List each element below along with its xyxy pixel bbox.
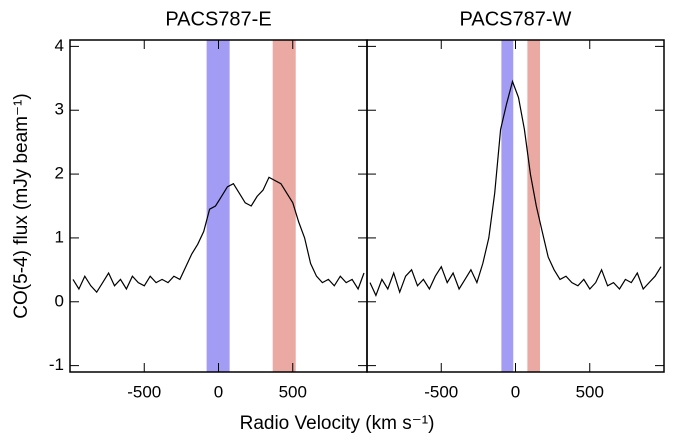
x-axis-label: Radio Velocity (km s⁻¹) (240, 413, 435, 434)
x-tick-label: 500 (576, 382, 604, 401)
panel-title: PACS787-E (165, 8, 271, 30)
y-tick-label: -1 (49, 355, 64, 374)
spectrum-line (72, 176, 365, 294)
y-tick-label: 4 (55, 36, 64, 55)
y-tick-label: 3 (55, 100, 64, 119)
x-tick-label: 500 (279, 382, 307, 401)
spectrum-line (369, 79, 662, 297)
velocity-band (527, 40, 541, 372)
x-tick-label: -500 (127, 382, 161, 401)
y-tick-label: 0 (55, 291, 64, 310)
y-tick-label: 2 (55, 164, 64, 183)
x-tick-label: -500 (424, 382, 458, 401)
y-tick-label: 1 (55, 227, 64, 246)
panel-title: PACS787-W (460, 8, 572, 30)
y-axis-label: CO(5-4) flux (mJy beam⁻¹) (11, 93, 32, 318)
velocity-band (501, 40, 514, 372)
velocity-band (206, 40, 230, 372)
velocity-band (272, 40, 296, 372)
x-tick-label: 0 (511, 382, 520, 401)
x-tick-label: 0 (214, 382, 223, 401)
